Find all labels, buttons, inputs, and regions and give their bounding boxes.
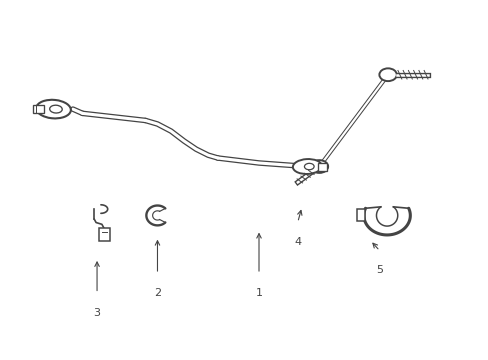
FancyBboxPatch shape — [318, 163, 326, 171]
Text: 2: 2 — [154, 288, 161, 298]
Text: 4: 4 — [293, 237, 301, 247]
Text: 3: 3 — [93, 307, 101, 318]
Circle shape — [379, 68, 396, 81]
Ellipse shape — [304, 163, 313, 170]
FancyBboxPatch shape — [356, 210, 365, 221]
Circle shape — [310, 160, 327, 173]
FancyBboxPatch shape — [33, 105, 44, 113]
Text: 1: 1 — [255, 288, 262, 298]
FancyBboxPatch shape — [99, 228, 109, 241]
Ellipse shape — [36, 100, 71, 118]
Ellipse shape — [292, 159, 321, 174]
Text: 5: 5 — [376, 265, 383, 275]
Ellipse shape — [50, 105, 62, 113]
